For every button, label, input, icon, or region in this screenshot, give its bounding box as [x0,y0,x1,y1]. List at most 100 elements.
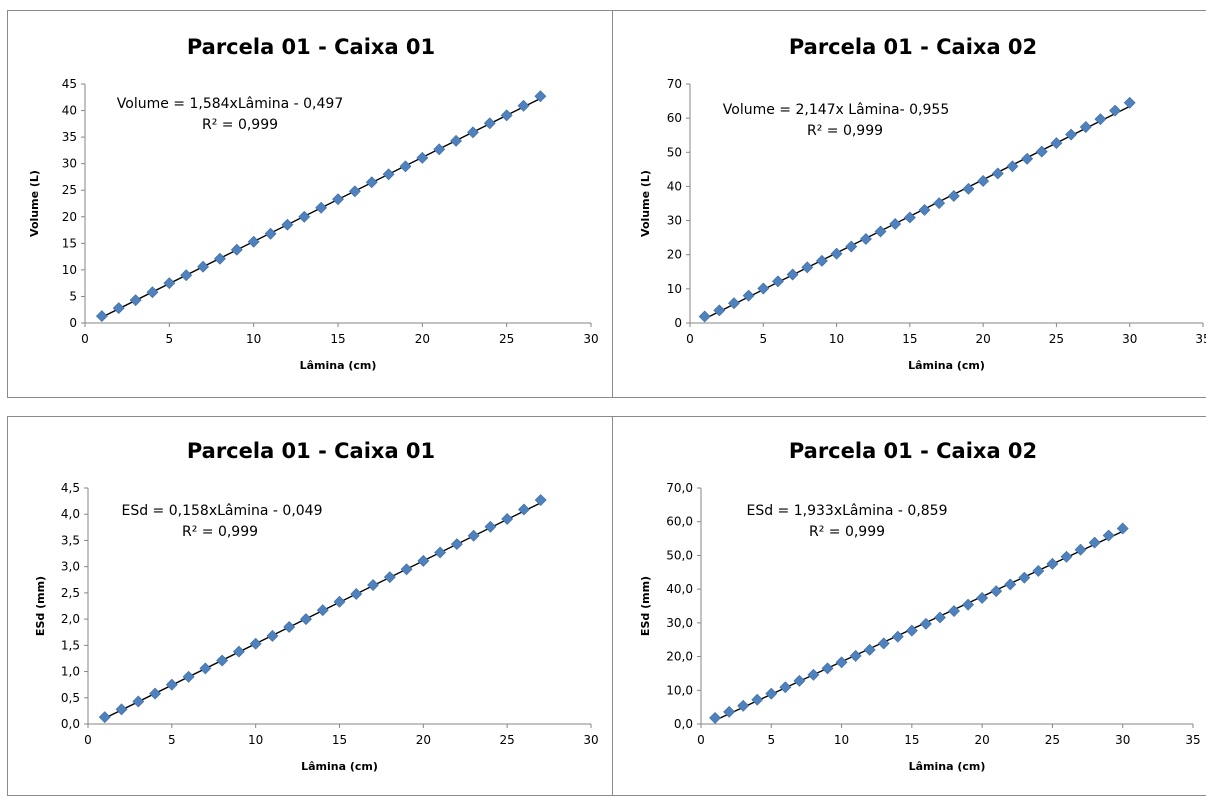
data-point [1102,529,1115,542]
data-point [500,109,513,122]
x-tick-label: 25 [500,733,515,747]
x-tick-label: 25 [1049,332,1064,346]
data-point [350,588,363,600]
y-axis-label: ESd (mm) [34,576,47,636]
data-point [1079,121,1092,133]
data-point [934,611,946,624]
y-tick-label: 10,0 [666,683,693,697]
chart-svg: Parcela 01 - Caixa 02 0 5 10 15 20 25 30 35 0 10 20… [639,35,1206,372]
data-point [518,503,530,516]
y-tick-label: 35 [62,130,77,144]
y-tick-label: 40,0 [666,582,693,596]
data-point [793,674,806,687]
trendline [714,530,1124,722]
data-point [845,240,858,253]
data-point [1094,113,1107,126]
x-tick-label: 20 [415,332,430,346]
x-tick-label: 30 [1122,332,1137,346]
x-tick-label: 15 [332,733,347,747]
y-tick-label: 2,0 [61,612,80,626]
data-point [874,225,887,238]
data-point [348,185,361,198]
y-tick-label: 0,5 [61,691,80,705]
data-point [197,260,209,273]
chart-panel-esd-caixa-01: Parcela 01 - Caixa 01 0 5 10 15 20 25 30 0,0 0,5 1… [7,416,613,796]
data-point [807,668,820,681]
data-point [859,233,872,245]
y-tick-label: 0,0 [61,717,80,731]
x-tick-label: 15 [904,733,919,747]
data-point [723,705,736,718]
data-point [216,654,229,667]
y-axis-label: Volume (L) [28,170,41,237]
data-point [149,687,161,700]
y-tick-label: 40 [62,104,77,118]
data-point [919,617,932,630]
x-axis-label: Lâmina (cm) [909,760,986,773]
data-point [863,643,876,656]
data-point [95,310,108,323]
data-point [315,201,328,214]
y-tick-label: 3,0 [61,560,80,574]
data-point [249,637,262,650]
x-tick-label: 35 [1185,733,1200,747]
chart-panel-esd-caixa-02: Parcela 01 - Caixa 02 0 5 10 15 20 25 30 35 0,0 10… [612,416,1206,796]
data-point [232,645,245,658]
y-tick-label: 60 [667,111,682,125]
x-tick-label: 5 [168,733,176,747]
data-point [801,261,814,274]
data-point [501,513,514,525]
data-point [849,649,862,662]
x-axis-label: Lâmina (cm) [301,760,378,773]
data-point [821,662,834,675]
y-tick-label: 5 [69,289,77,303]
data-point [367,579,379,591]
data-point [891,630,904,643]
data-point [728,297,740,310]
trendline-equation: Volume = 2,147x Lâmina- 0,955 [723,102,949,118]
x-tick-label: 15 [330,332,345,346]
data-point [698,310,711,323]
chart-title: Parcela 01 - Caixa 01 [187,439,435,463]
data-point [417,554,430,567]
y-tick-label: 30,0 [666,616,693,630]
data-point [990,585,1003,598]
data-point [484,520,497,533]
r-squared-label: R² = 0,999 [809,524,885,540]
trendline-equation: ESd = 1,933xLâmina - 0,859 [746,503,947,519]
y-tick-label: 20,0 [666,650,693,664]
y-tick-label: 15 [62,236,77,250]
data-point [383,571,396,584]
y-tick-label: 50 [667,145,682,159]
x-tick-label: 10 [248,733,263,747]
y-axis-label: ESd (mm) [639,576,652,636]
y-tick-label: 25 [62,183,77,197]
x-tick-label: 15 [902,332,917,346]
data-point [450,134,462,147]
chart-title: Parcela 01 - Caixa 02 [789,35,1037,59]
data-point [132,695,145,708]
x-tick-label: 5 [166,332,174,346]
data-point [1032,565,1045,577]
data-point [433,143,446,156]
y-tick-label: 2,5 [61,586,80,600]
trendline-equation: ESd = 0,158xLâmina - 0,049 [121,503,322,519]
x-tick-label: 35 [1195,332,1206,346]
data-point [98,711,111,724]
data-point [947,190,960,202]
x-axis-label: Lâmina (cm) [908,359,985,372]
data-point [333,595,346,608]
data-point [264,227,277,240]
data-point [1065,128,1078,141]
y-tick-label: 20 [667,248,682,262]
data-point [115,703,128,716]
y-tick-label: 1,5 [61,638,80,652]
data-point [889,218,902,230]
y-tick-label: 10 [62,263,77,277]
data-point [962,598,975,611]
r-squared-label: R² = 0,999 [807,123,883,139]
x-tick-label: 5 [759,332,767,346]
x-tick-label: 30 [583,733,598,747]
data-point [281,218,294,231]
data-point [977,175,990,187]
